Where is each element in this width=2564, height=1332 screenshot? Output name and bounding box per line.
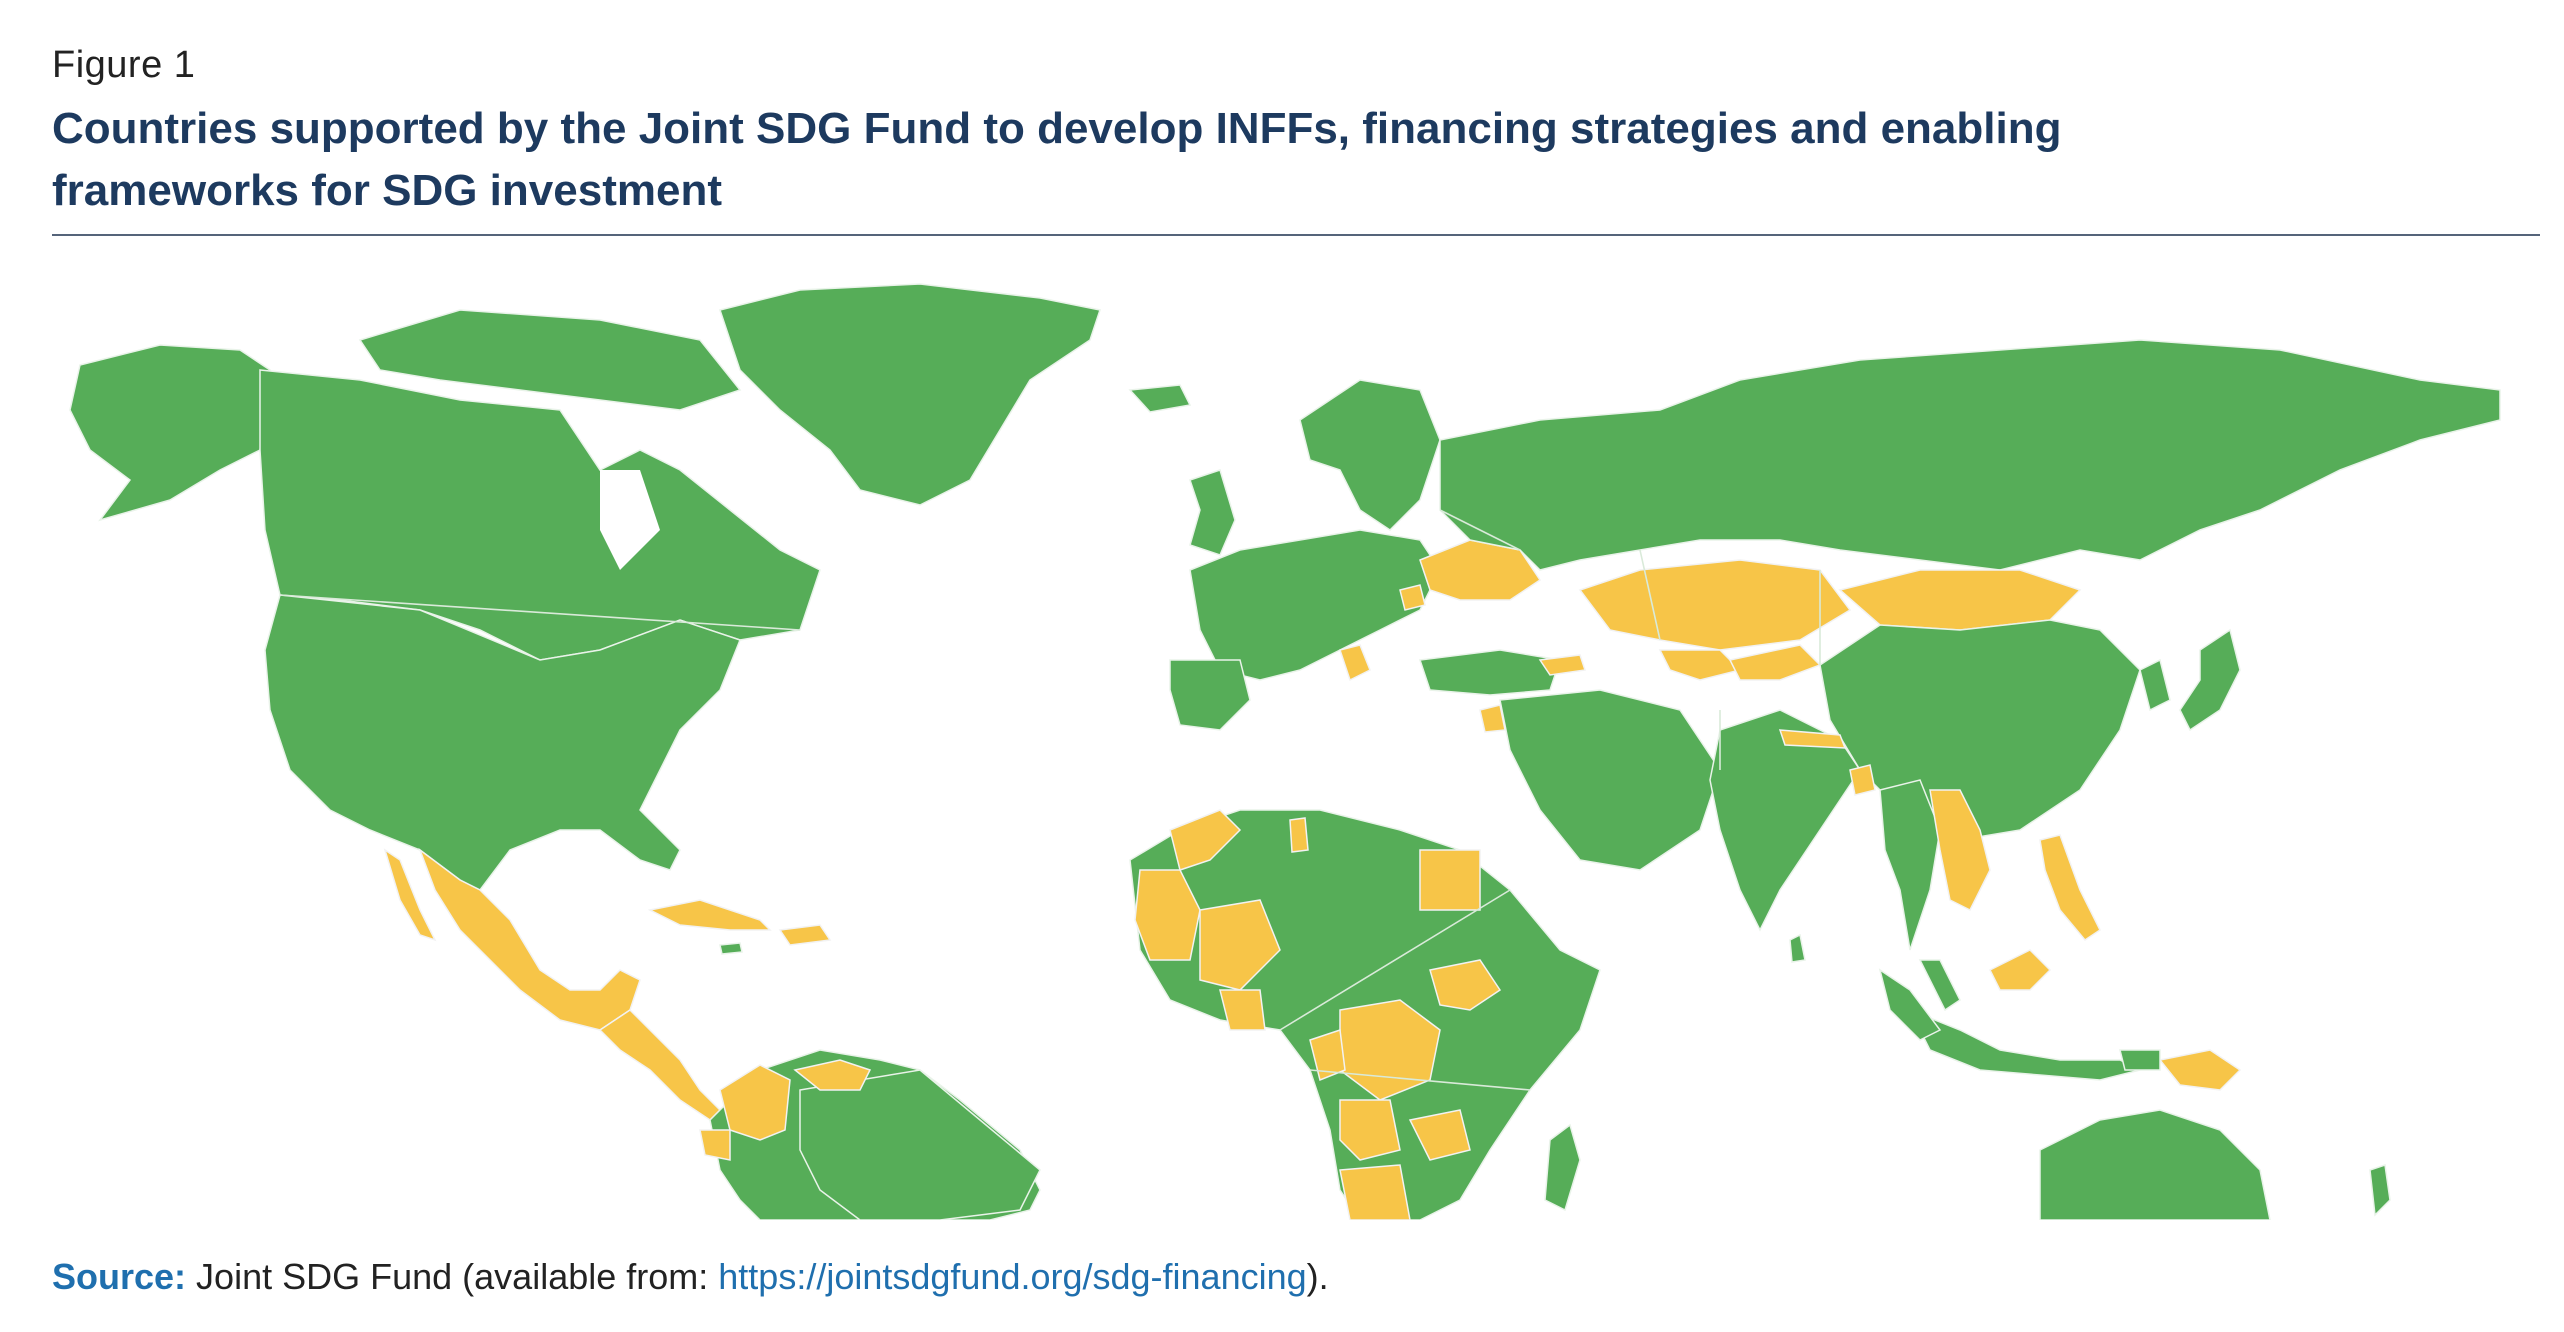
nepal-bhutan <box>1778 729 1847 749</box>
sri-lanka <box>1789 933 1806 963</box>
source-note: Source: Joint SDG Fund (available from: … <box>52 1256 1329 1298</box>
iberia <box>1169 659 1251 731</box>
jamaica <box>719 942 743 955</box>
iceland <box>1128 384 1192 413</box>
united-states <box>264 594 741 891</box>
alaska <box>69 344 271 522</box>
west-africa-sel <box>1219 989 1266 1031</box>
korea <box>2139 658 2171 712</box>
world-map-svg <box>69 283 2501 1220</box>
cameroon-gabon <box>1309 1028 1346 1082</box>
cuba <box>647 899 772 931</box>
tunisia <box>1289 817 1309 853</box>
bangladesh <box>1849 764 1876 796</box>
sudan-south <box>1429 959 1502 1011</box>
source-text-before: Joint SDG Fund (available from: <box>186 1256 719 1297</box>
baja-california <box>383 848 437 942</box>
australia <box>2039 1109 2271 1220</box>
moldova <box>1399 584 1426 611</box>
brazil <box>799 1069 1041 1220</box>
sumatra <box>1878 968 1942 1041</box>
mexico <box>418 847 641 1031</box>
zambia-malawi <box>1408 1109 1471 1161</box>
kyrgyzstan-tajikistan <box>1728 644 1822 681</box>
hudson-bay-shore <box>600 470 660 570</box>
colombia <box>719 1064 791 1141</box>
philippines <box>2039 834 2101 941</box>
world-map <box>40 270 2540 1220</box>
jordan-lebanon <box>1479 704 1506 733</box>
new-zealand <box>2369 1164 2391 1217</box>
greenland <box>719 283 1101 506</box>
namibia-botswana <box>1339 1164 1411 1220</box>
papua-new-guinea <box>2158 1049 2242 1091</box>
figure-label: Figure 1 <box>52 44 196 86</box>
source-text-after: ). <box>1306 1256 1329 1297</box>
title-divider <box>52 234 2540 236</box>
border-lines <box>279 509 1821 1091</box>
western-europe <box>1189 529 1441 681</box>
borneo-sel <box>1988 949 2052 991</box>
laos-cambodia-vietnam <box>1929 789 1991 912</box>
balkans-sel <box>1339 644 1371 682</box>
turkey <box>1418 649 1561 696</box>
malaysia <box>1918 959 1961 1012</box>
egypt <box>1419 849 1481 911</box>
canada-arctic-islands <box>358 309 742 411</box>
scandinavia <box>1299 379 1441 531</box>
georgia-armenia <box>1538 654 1586 676</box>
uk-ireland <box>1189 469 1236 556</box>
figure-title: Countries supported by the Joint SDG Fun… <box>52 104 2062 215</box>
myanmar-thailand <box>1879 779 1941 951</box>
kazakhstan <box>1578 559 1852 651</box>
angola <box>1339 1099 1401 1161</box>
india <box>1709 709 1861 932</box>
russia <box>1439 339 2501 571</box>
madagascar <box>1544 1123 1581 1212</box>
japan <box>2179 628 2241 732</box>
uzbekistan-region <box>1658 649 1742 681</box>
mali-niger-sel <box>1199 899 1281 991</box>
source-label: Source: <box>52 1256 187 1297</box>
middle-east <box>1499 689 1721 871</box>
haiti-dr <box>778 924 832 946</box>
source-link[interactable]: https://jointsdgfund.org/sdg-financing <box>718 1256 1307 1297</box>
western-sahara-mauritania <box>1134 869 1201 961</box>
indonesia <box>1908 1008 2143 1081</box>
new-guinea-west <box>2119 1049 2161 1071</box>
ecuador <box>699 1129 731 1161</box>
central-america <box>598 1009 722 1121</box>
china <box>1819 619 2141 841</box>
morocco <box>1169 809 1242 871</box>
venezuela-guyana <box>793 1059 872 1091</box>
